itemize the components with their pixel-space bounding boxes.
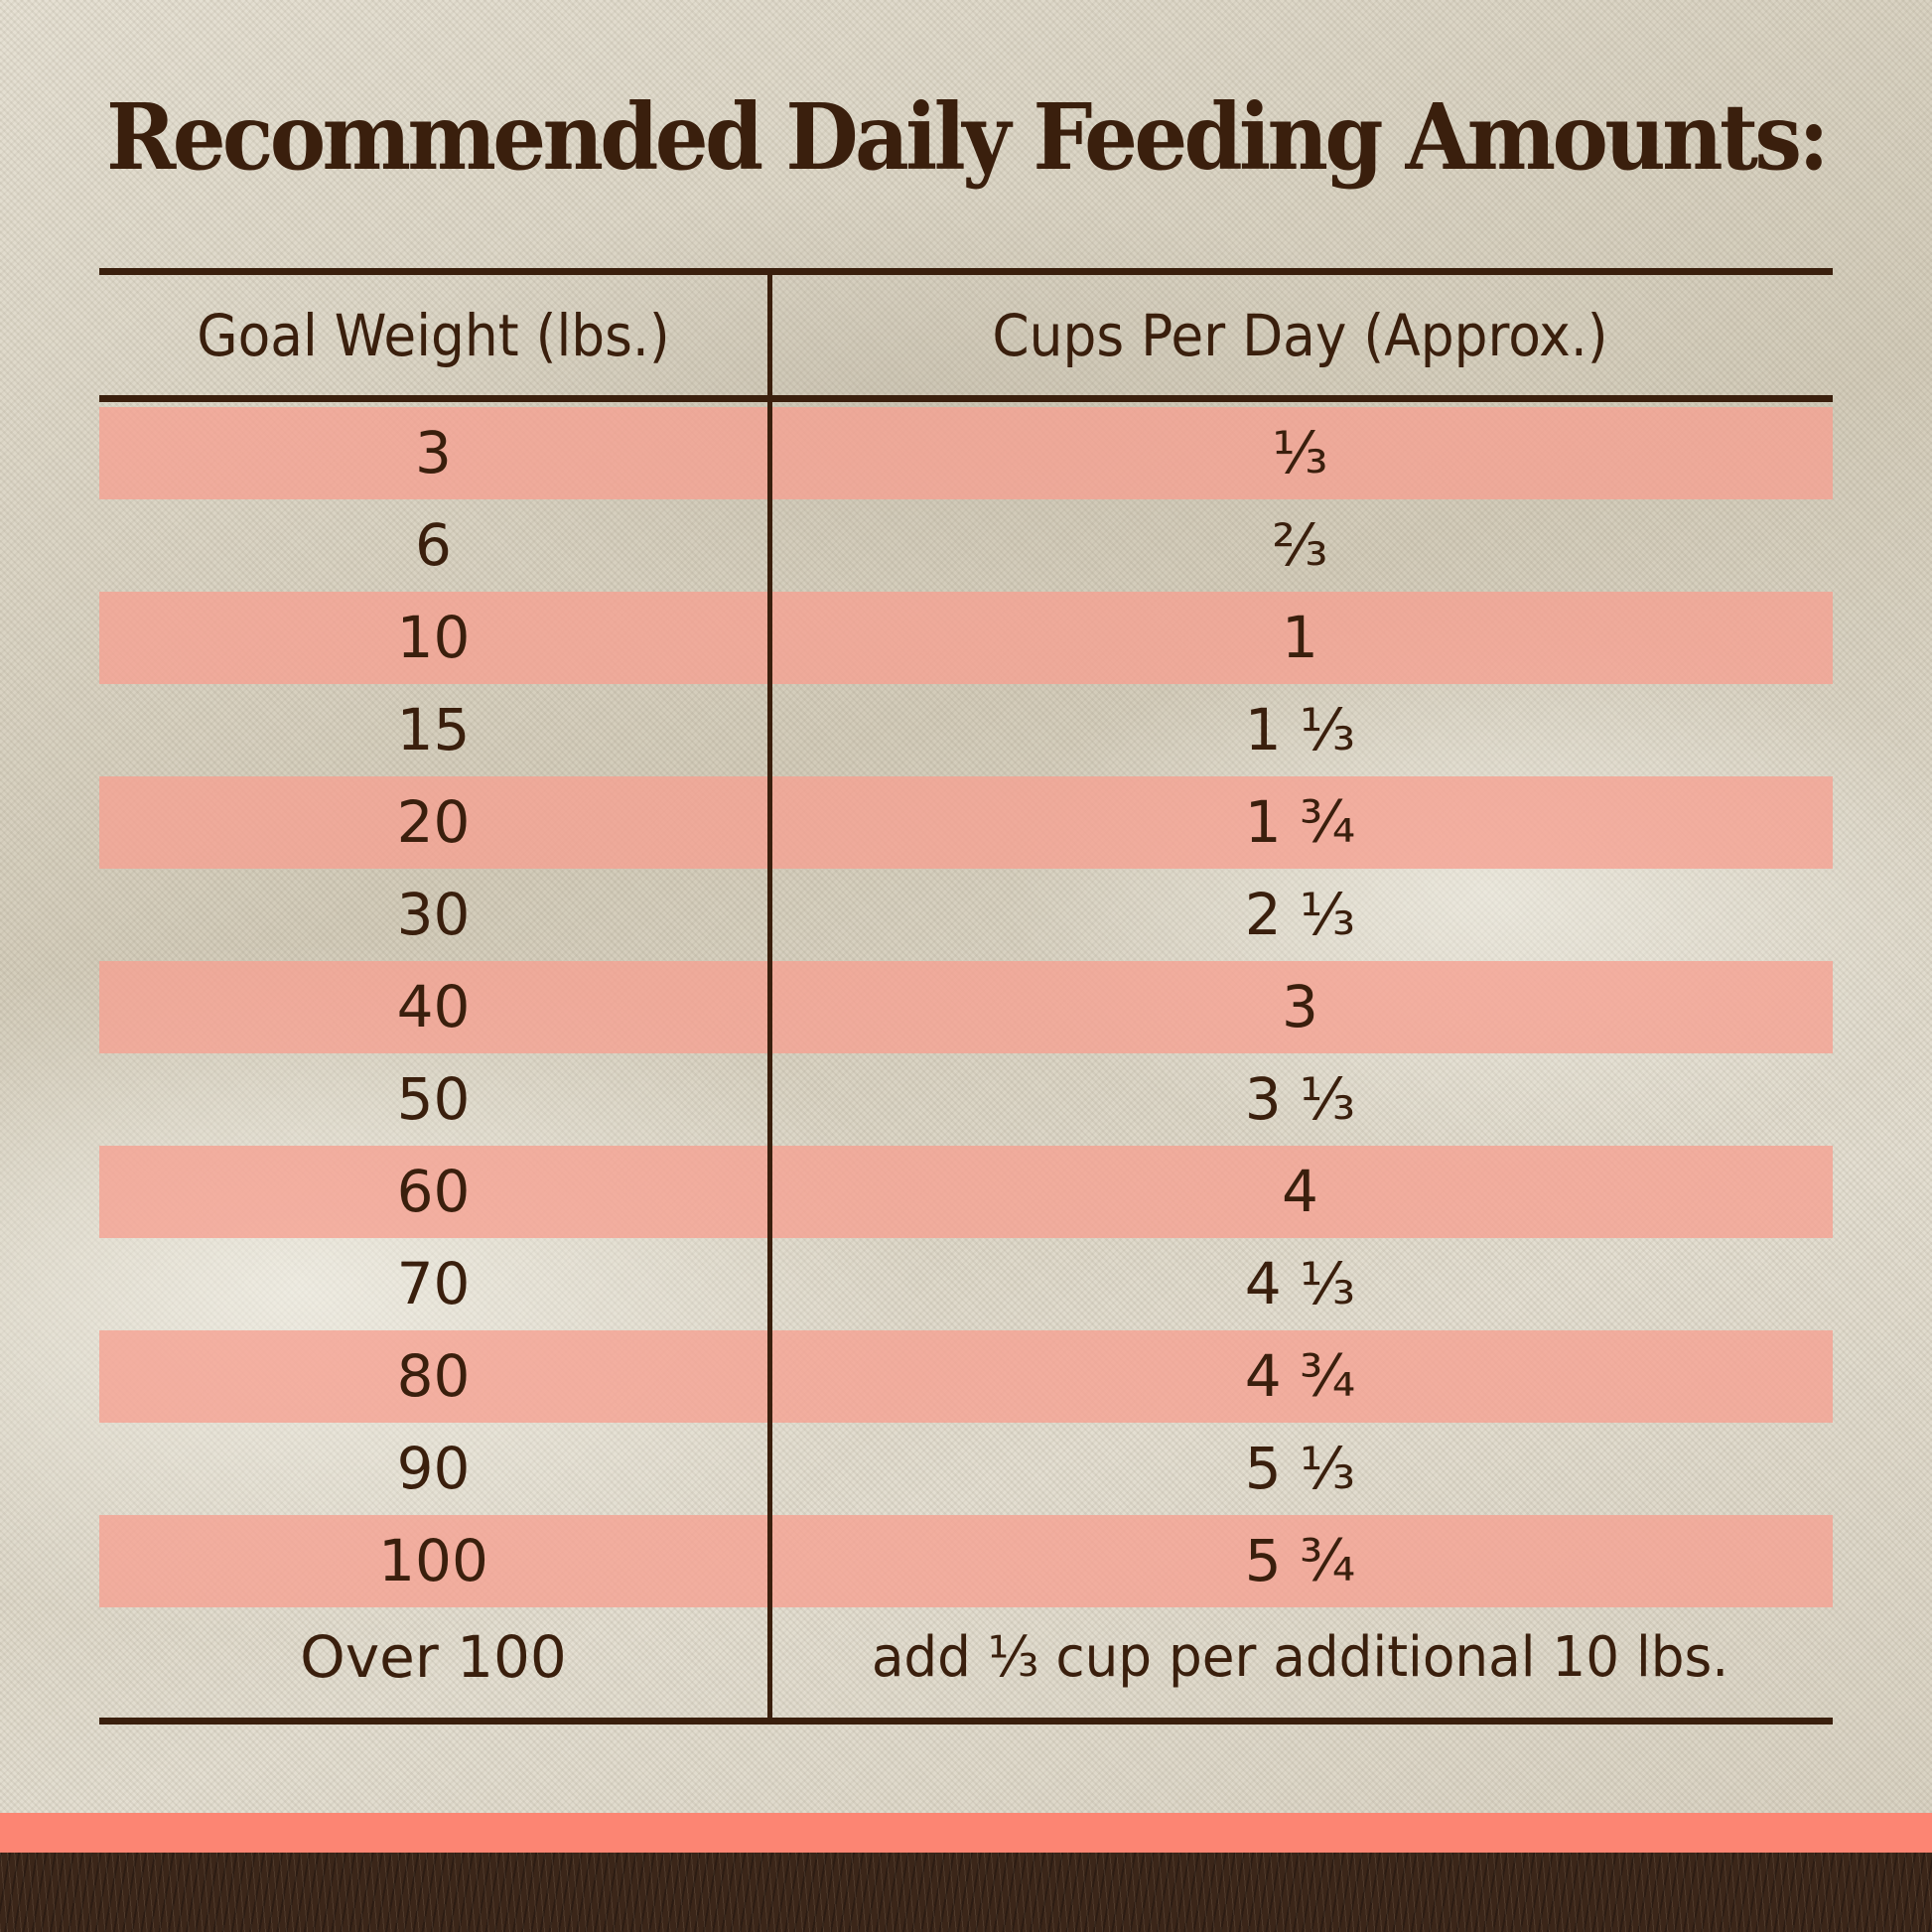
- cups-cell: ⅔: [1272, 511, 1328, 579]
- table-row: 100 5 ¾: [99, 1515, 1833, 1607]
- weight-cell: 15: [396, 696, 471, 763]
- weight-cell: Over 100: [300, 1622, 567, 1691]
- table-row: 60 4: [99, 1146, 1833, 1238]
- table-row: 90 5 ⅓: [99, 1423, 1833, 1515]
- table-row: 3 ⅓: [99, 407, 1833, 499]
- cups-cell: 4: [1282, 1158, 1318, 1225]
- table-row-over-100: Over 100 add ⅓ cup per additional 10 lbs…: [99, 1607, 1833, 1707]
- table-row: 15 1 ⅓: [99, 684, 1833, 776]
- accent-band: [0, 1813, 1932, 1853]
- header-goal-weight: Goal Weight (lbs.): [197, 301, 670, 369]
- table-row: 50 3 ⅓: [99, 1053, 1833, 1146]
- header-cups-per-day: Cups Per Day (Approx.): [992, 301, 1608, 369]
- weight-cell: 60: [396, 1158, 471, 1225]
- table-row: 80 4 ¾: [99, 1330, 1833, 1423]
- cups-cell: 1 ⅓: [1244, 696, 1356, 763]
- weight-cell: 20: [396, 788, 471, 856]
- weight-cell: 80: [396, 1342, 471, 1410]
- cups-cell: ⅓: [1272, 419, 1328, 486]
- cups-cell: 5 ⅓: [1244, 1435, 1356, 1502]
- cups-cell: 4 ⅓: [1244, 1250, 1356, 1317]
- weight-cell: 90: [396, 1435, 471, 1502]
- table-bottom-rule: [99, 1718, 1833, 1725]
- table-row: 30 2 ⅓: [99, 869, 1833, 961]
- weight-cell: 40: [396, 973, 471, 1040]
- weight-cell: 30: [396, 881, 471, 948]
- table-row: 10 1: [99, 592, 1833, 684]
- cups-cell: 2 ⅓: [1244, 881, 1356, 948]
- column-divider: [767, 268, 772, 1725]
- table-top-rule: [99, 268, 1833, 275]
- weight-cell: 10: [396, 604, 471, 671]
- soil-band: [0, 1853, 1932, 1932]
- weight-cell: 3: [415, 419, 452, 486]
- cups-cell: 3 ⅓: [1244, 1065, 1356, 1133]
- weight-cell: 70: [396, 1250, 471, 1317]
- cups-cell: 3: [1282, 973, 1318, 1040]
- weight-cell: 50: [396, 1065, 471, 1133]
- table-row: 40 3: [99, 961, 1833, 1053]
- cups-cell: 1: [1282, 604, 1318, 671]
- cups-cell: 4 ¾: [1244, 1342, 1356, 1410]
- weight-cell: 100: [378, 1527, 488, 1594]
- table-header-row: Goal Weight (lbs.) Cups Per Day (Approx.…: [99, 275, 1833, 395]
- cups-cell: 5 ¾: [1244, 1527, 1356, 1594]
- table-row: 6 ⅔: [99, 499, 1833, 592]
- table-row: 20 1 ¾: [99, 776, 1833, 869]
- table-body: 3 ⅓ 6 ⅔ 10 1 15 1 ⅓ 20 1 ¾ 30 2 ⅓ 40 3 5…: [99, 407, 1833, 1707]
- table-row: 70 4 ⅓: [99, 1238, 1833, 1330]
- cups-cell: 1 ¾: [1244, 788, 1356, 856]
- weight-cell: 6: [415, 511, 452, 579]
- page-title: Recommended Daily Feeding Amounts:: [106, 83, 1830, 191]
- cups-note-cell: add ⅓ cup per additional 10 lbs.: [871, 1624, 1729, 1690]
- table-header-rule: [99, 395, 1833, 402]
